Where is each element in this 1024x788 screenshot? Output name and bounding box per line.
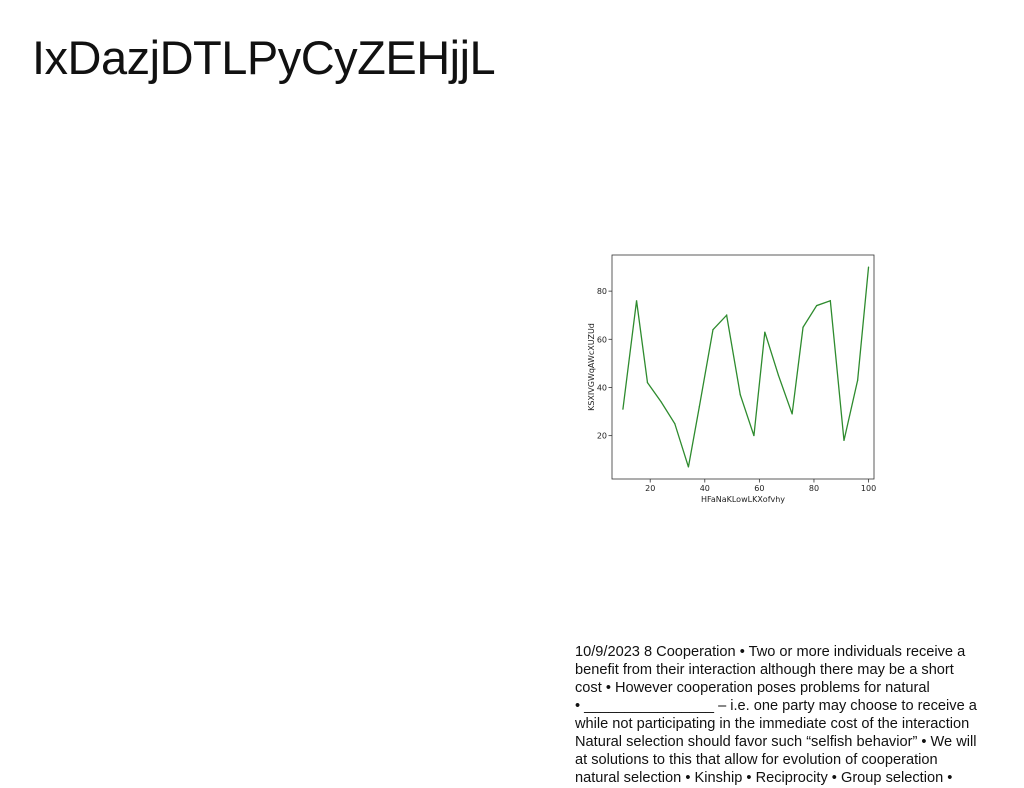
body-line: natural selection • Kinship • Reciprocit… <box>575 770 953 786</box>
body-line: Natural selection should favor such “sel… <box>575 734 977 750</box>
data-point <box>753 435 755 437</box>
data-point <box>764 331 766 333</box>
data-point <box>646 382 649 384</box>
y-tick-label: 60 <box>597 335 607 344</box>
data-point <box>674 423 676 425</box>
data-point <box>857 379 859 381</box>
x-tick-label: 20 <box>645 484 655 493</box>
body-line: at solutions to this that allow for evol… <box>575 752 938 768</box>
y-tick-label: 20 <box>597 432 607 441</box>
slide-title: IxDazjDTLPyCyZEHjjL <box>32 31 496 84</box>
data-point <box>660 401 662 403</box>
data-point <box>622 408 624 410</box>
x-axis-ticks: 20 40 60 80 100 <box>645 479 876 493</box>
y-axis-label: KSXIVGWqAWcXUZUd <box>587 323 596 411</box>
data-point <box>698 406 700 408</box>
y-tick-label: 80 <box>597 287 607 296</box>
data-point <box>777 374 780 377</box>
y-tick-label: 40 <box>597 383 607 392</box>
x-tick-label: 80 <box>809 484 819 493</box>
body-line: while not participating in the immediate… <box>575 716 970 732</box>
data-point <box>802 326 804 328</box>
data-point <box>635 300 638 302</box>
data-point <box>829 300 831 302</box>
body-line: cost • However cooperation poses problem… <box>575 680 930 696</box>
line-chart-svg: 20 40 60 80 100 20 40 60 80 HFaNaKLowLKXofvhy K… <box>587 254 876 504</box>
body-text: 10/9/2023 8 Cooperation • Two or more in… <box>575 643 1024 787</box>
x-tick-label: 60 <box>754 484 764 493</box>
data-point <box>687 466 690 468</box>
data-point <box>712 329 714 331</box>
data-point <box>726 314 728 316</box>
body-line: benefit from their interaction although … <box>575 662 954 678</box>
body-line: • ________________ – i.e. one party may … <box>575 698 977 714</box>
data-point <box>867 266 870 268</box>
data-point <box>739 394 741 396</box>
data-point <box>816 304 818 307</box>
y-axis-ticks: 20 40 60 80 <box>597 287 612 441</box>
series-layer <box>622 266 870 468</box>
x-tick-label: 40 <box>700 484 710 493</box>
body-line: 10/9/2023 8 Cooperation • Two or more in… <box>575 644 966 660</box>
plot-frame <box>611 254 875 480</box>
series-line <box>622 266 870 468</box>
data-point <box>843 439 845 442</box>
x-tick-label: 100 <box>861 484 876 493</box>
x-axis-label: HFaNaKLowLKXofvhy <box>701 495 785 504</box>
data-point <box>791 413 793 415</box>
line-chart: 20 40 60 80 100 20 40 60 80 HFaNaKLowLKXofvhy K… <box>582 248 882 510</box>
